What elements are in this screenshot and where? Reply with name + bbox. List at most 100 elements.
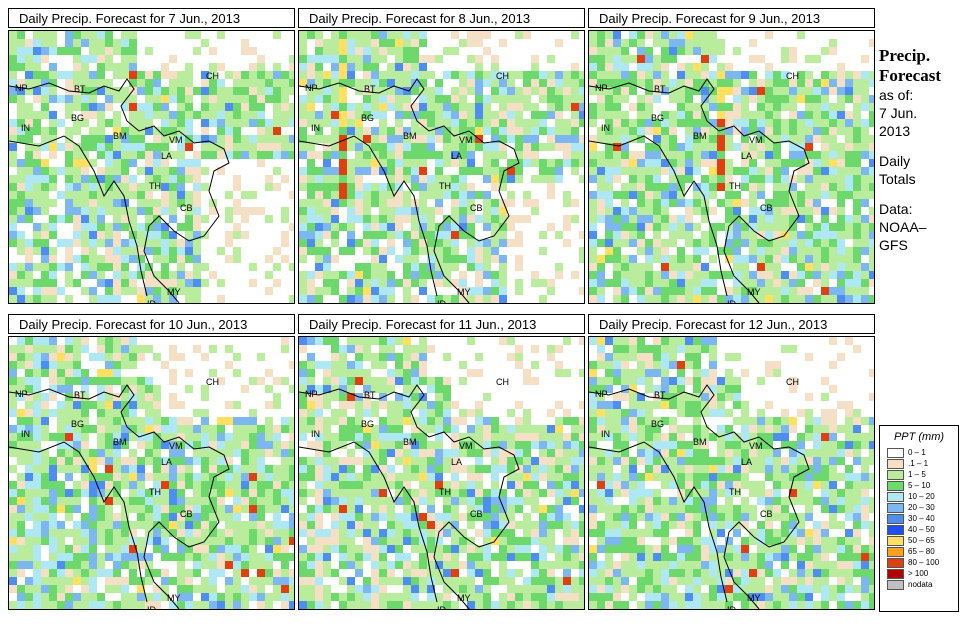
country-label-bg: BG — [71, 419, 85, 429]
country-label-id: ID — [727, 605, 736, 610]
country-label-bg: BG — [71, 113, 85, 123]
forecast-panel-8jun: Daily Precip. Forecast for 8 Jun., 2013 … — [298, 8, 587, 304]
legend-label: nodata — [908, 579, 933, 589]
country-label-bm: BM — [693, 131, 707, 141]
country-label-ch: CH — [786, 377, 799, 387]
heading-precip: Precip. — [879, 46, 931, 65]
country-label-in: IN — [311, 123, 320, 133]
precip-map: NP BT CH IN BG BM VM LA TH CB MY ID — [588, 336, 875, 610]
coastline — [299, 441, 438, 603]
legend-item: 5 – 10 — [887, 480, 958, 491]
forecast-info: Precip. Forecast as of: 7 Jun. 2013 Dail… — [879, 46, 963, 254]
country-label-in: IN — [601, 123, 610, 133]
country-label-cb: CB — [180, 203, 193, 213]
country-label-th: TH — [439, 181, 451, 191]
border-outline — [9, 384, 230, 609]
country-label-vm: VM — [459, 135, 473, 145]
country-label-my: MY — [167, 287, 181, 297]
asof-date: 7 Jun. — [879, 105, 918, 121]
country-label-np: NP — [305, 83, 318, 93]
precip-field — [589, 337, 874, 609]
country-label-bg: BG — [361, 113, 375, 123]
legend-swatch — [887, 579, 904, 590]
precip-map: NP BT CH IN BG BM VM LA TH CB MY ID — [8, 336, 295, 610]
border-outline — [589, 384, 810, 609]
legend-swatch — [887, 469, 904, 480]
country-label-my: MY — [457, 593, 471, 603]
country-label-ch: CH — [496, 377, 509, 387]
country-label-id: ID — [147, 299, 156, 304]
panel-title: Daily Precip. Forecast for 11 Jun., 2013 — [298, 314, 585, 334]
legend-swatch — [887, 557, 904, 568]
legend-label: 65 – 80 — [908, 546, 935, 556]
precip-map: NP BT CH IN BG BM VM LA TH CB MY ID — [298, 336, 585, 610]
country-label-la: LA — [451, 457, 463, 467]
country-label-my: MY — [747, 287, 761, 297]
country-label-cb: CB — [180, 509, 193, 519]
country-label-cb: CB — [760, 509, 773, 519]
country-label-vm: VM — [749, 441, 763, 451]
legend-label: 5 – 10 — [908, 480, 931, 490]
legend-swatch — [887, 535, 904, 546]
country-label-vm: VM — [169, 135, 183, 145]
country-label-bm: BM — [113, 437, 127, 447]
country-label-ch: CH — [786, 71, 799, 81]
country-label-bt: BT — [364, 390, 376, 400]
country-label-id: ID — [437, 605, 446, 610]
country-label-vm: VM — [459, 441, 473, 451]
legend-label: 80 – 100 — [908, 557, 940, 567]
country-label-cb: CB — [470, 203, 483, 213]
legend-item: 1 – 5 — [887, 469, 958, 480]
country-label-la: LA — [741, 457, 753, 467]
heading-forecast: Forecast — [879, 66, 941, 85]
precip-field — [9, 31, 294, 303]
precip-map: NP BT CH IN BG BM VM LA TH CB MY ID — [8, 30, 295, 304]
legend-label: .1 – 1 — [908, 458, 929, 468]
asof-label: as of: — [879, 87, 914, 103]
legend-title: PPT (mm) — [893, 431, 945, 443]
totals-label-1: Daily — [879, 153, 911, 169]
forecast-panel-10jun: Daily Precip. Forecast for 10 Jun., 2013… — [8, 314, 297, 610]
country-label-ch: CH — [206, 377, 219, 387]
country-label-my: MY — [167, 593, 181, 603]
precip-field — [299, 31, 584, 303]
country-label-my: MY — [457, 287, 471, 297]
country-label-th: TH — [729, 487, 741, 497]
border-outline — [299, 78, 520, 303]
data-source-2: GFS — [879, 237, 908, 253]
precip-map: NP BT CH IN BG BM VM LA TH CB MY ID — [298, 30, 585, 304]
country-label-bg: BG — [361, 419, 375, 429]
legend-label: 0 – 1 — [908, 447, 926, 457]
precip-field — [9, 337, 294, 609]
country-label-np: NP — [15, 389, 28, 399]
legend-swatch — [887, 447, 904, 458]
country-label-cb: CB — [760, 203, 773, 213]
country-label-th: TH — [439, 487, 451, 497]
country-label-th: TH — [149, 181, 161, 191]
panel-title: Daily Precip. Forecast for 7 Jun., 2013 — [8, 8, 295, 28]
country-label-in: IN — [311, 429, 320, 439]
legend-item: 0 – 1 — [887, 447, 958, 458]
country-label-bt: BT — [74, 84, 86, 94]
legend-label: 10 – 20 — [908, 491, 935, 501]
coastline — [9, 441, 148, 603]
country-label-np: NP — [305, 389, 318, 399]
legend-label: 30 – 40 — [908, 513, 935, 523]
country-label-la: LA — [741, 151, 753, 161]
legend-swatch — [887, 491, 904, 502]
coastline — [589, 441, 728, 603]
legend-label: 20 – 30 — [908, 502, 935, 512]
panel-title: Daily Precip. Forecast for 10 Jun., 2013 — [8, 314, 295, 334]
country-label-id: ID — [147, 605, 156, 610]
legend-item: > 100 — [887, 568, 958, 579]
forecast-panel-11jun: Daily Precip. Forecast for 11 Jun., 2013… — [298, 314, 587, 610]
legend-label: 50 – 65 — [908, 535, 935, 545]
legend-label: 1 – 5 — [908, 469, 926, 479]
legend-item: .1 – 1 — [887, 458, 958, 469]
country-label-np: NP — [595, 83, 608, 93]
legend-item: 20 – 30 — [887, 502, 958, 513]
country-label-bg: BG — [651, 113, 665, 123]
forecast-panel-9jun: Daily Precip. Forecast for 9 Jun., 2013 … — [588, 8, 877, 304]
country-label-la: LA — [161, 457, 173, 467]
asof-year: 2013 — [879, 123, 911, 139]
